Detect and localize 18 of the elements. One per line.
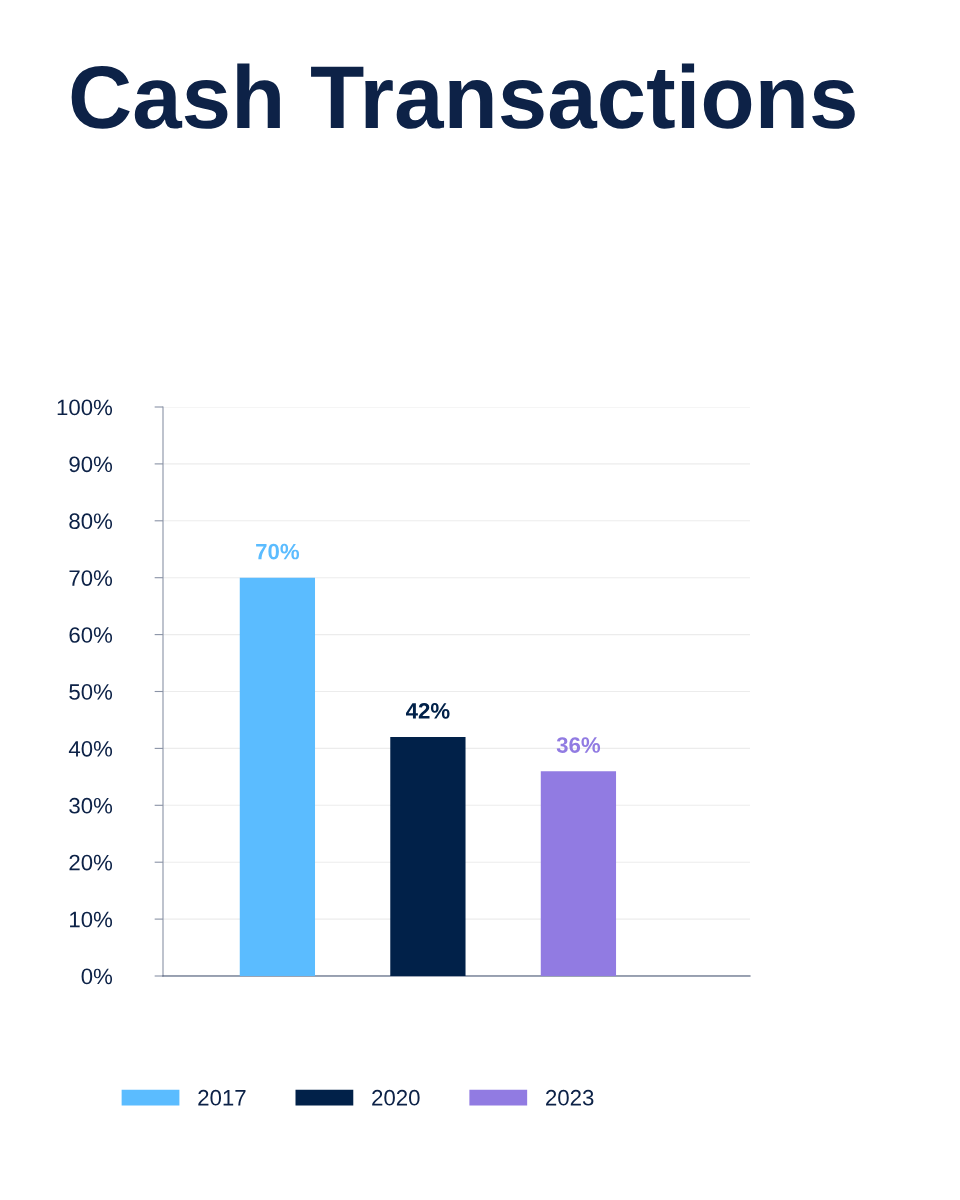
- y-tick-label: 100%: [57, 399, 113, 416]
- y-tick-label: 10%: [70, 911, 113, 928]
- data-label: 36%: [556, 737, 601, 753]
- data-label: 42%: [406, 703, 450, 719]
- y-tick-label: 50%: [69, 684, 113, 700]
- y-tick-label: 90%: [69, 456, 113, 473]
- legend-label: 2020: [372, 1089, 420, 1106]
- y-tick-label: 40%: [68, 740, 113, 757]
- legend-label: 2023: [546, 1089, 594, 1106]
- data-label: 70%: [256, 543, 300, 560]
- legend-label: 2017: [198, 1089, 246, 1106]
- y-tick-label: 80%: [69, 513, 113, 530]
- y-tick-label: 70%: [69, 570, 113, 586]
- chart-title: Cash Transactions: [71, 63, 855, 129]
- y-tick-label: 60%: [69, 627, 113, 643]
- y-tick-label: 30%: [69, 797, 113, 814]
- y-tick-label: 0%: [81, 968, 113, 985]
- y-tick-label: 20%: [69, 854, 113, 871]
